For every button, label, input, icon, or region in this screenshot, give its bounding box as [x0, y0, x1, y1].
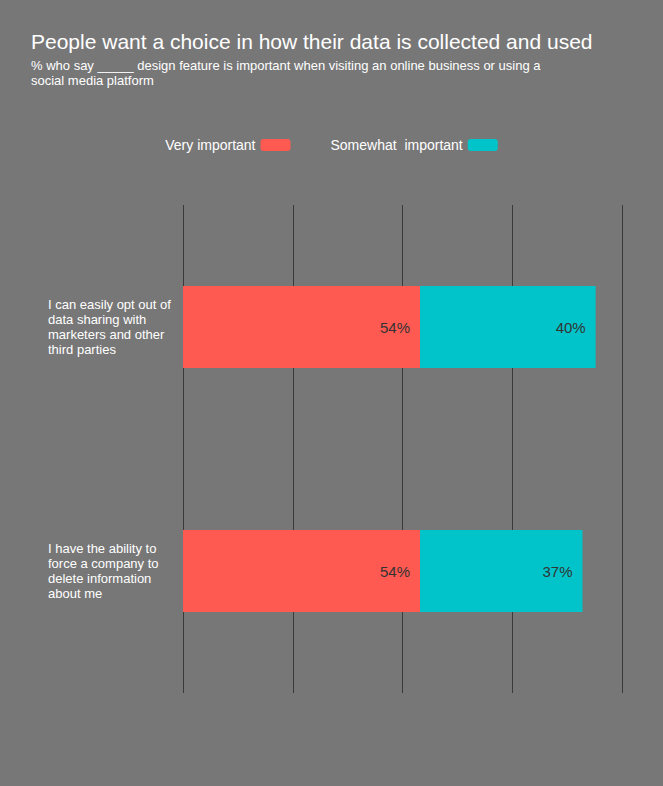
svg-text:People want a choice in how th: People want a choice in how their data i…	[31, 30, 593, 53]
svg-text:delete information: delete information	[48, 571, 155, 586]
svg-text:force a company to: force a company to	[48, 556, 162, 571]
svg-text:marketers and other: marketers and other	[48, 327, 168, 342]
svg-text:third parties: third parties	[48, 342, 116, 357]
svg-text:Somewhat important: Somewhat important	[330, 137, 462, 153]
svg-text:I have the ability to: I have the ability to	[48, 541, 160, 556]
svg-text:Very important: Very important	[165, 137, 255, 153]
svg-text:about me: about me	[48, 586, 102, 601]
svg-text:% who say _____ design feature: % who say _____ design feature is import…	[31, 58, 544, 73]
svg-text:social media platform: social media platform	[31, 73, 154, 88]
svg-text:37%: 37%	[542, 563, 572, 580]
svg-text:I can easily opt out of: I can easily opt out of	[48, 297, 174, 312]
svg-text:40%: 40%	[556, 319, 586, 336]
svg-text:data sharing with: data sharing with	[48, 312, 150, 327]
svg-text:54%: 54%	[380, 319, 410, 336]
svg-text:54%: 54%	[380, 563, 410, 580]
